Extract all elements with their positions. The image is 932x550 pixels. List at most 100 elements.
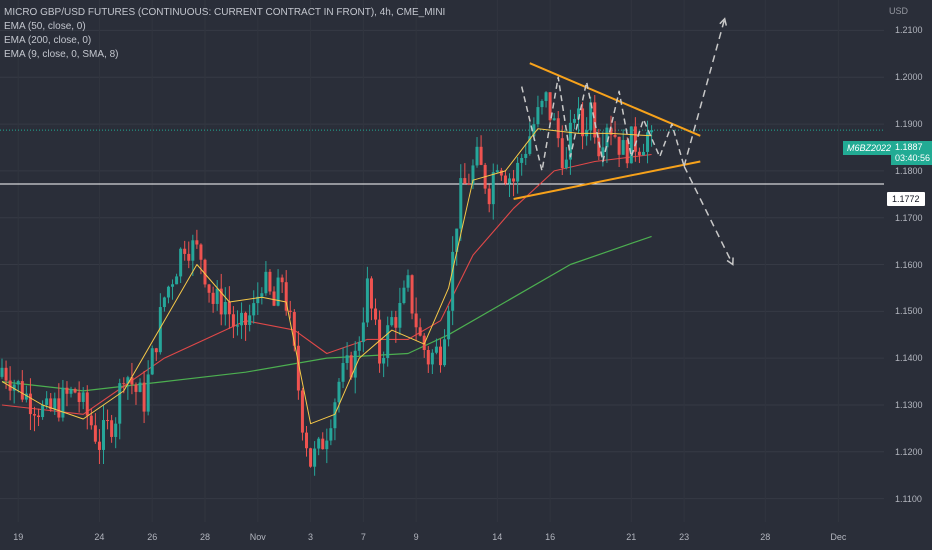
candle-body [53, 398, 57, 410]
candle-body [97, 441, 101, 450]
candle-body [207, 284, 211, 293]
candle-body [130, 377, 134, 385]
candle-body [512, 178, 516, 182]
candle-body [365, 278, 369, 323]
candle [89, 408, 93, 430]
candle-body [231, 314, 235, 327]
candle [49, 392, 53, 412]
candle [69, 386, 73, 398]
candle [57, 383, 61, 422]
candle [609, 115, 613, 146]
candle [65, 381, 69, 407]
candle [455, 228, 459, 266]
x-tick-label: Nov [249, 532, 266, 542]
candle [495, 164, 499, 174]
candle-body [382, 357, 386, 364]
candle [45, 391, 49, 409]
legend-ema9[interactable]: EMA (9, close, 0, SMA, 8) [4, 49, 119, 60]
candle-body [93, 425, 97, 442]
y-tick-label: 1.1800 [895, 165, 923, 176]
candle [430, 349, 434, 375]
candle [235, 310, 239, 336]
candle [309, 447, 313, 468]
candle-body [244, 312, 248, 325]
candle-body [548, 92, 552, 121]
candle-body [49, 398, 53, 410]
candle-body [313, 448, 317, 467]
x-tick-label: 7 [360, 532, 366, 542]
candle [361, 307, 365, 353]
candle [110, 414, 114, 443]
candle [463, 163, 467, 185]
candle-body [443, 339, 447, 366]
candle [37, 408, 41, 427]
x-tick-label: 3 [308, 532, 314, 542]
candle [187, 241, 191, 269]
candle-body [386, 325, 390, 358]
candle [540, 99, 544, 115]
candle-body [317, 438, 321, 449]
candle [240, 302, 244, 339]
candle [300, 387, 304, 441]
candle-body [369, 278, 373, 309]
candle [544, 91, 548, 108]
candle [223, 287, 227, 326]
candle [325, 428, 329, 464]
candle-body [264, 271, 268, 294]
candle [410, 274, 414, 320]
candle [12, 379, 16, 404]
x-tick-label: 26 [147, 532, 158, 542]
candle-body [187, 253, 191, 261]
candle [272, 286, 276, 307]
candle [61, 379, 65, 422]
candle [641, 143, 645, 156]
candle-body [179, 248, 183, 277]
y-tick-label: 1.1500 [895, 306, 923, 317]
candle [85, 385, 89, 430]
candle [374, 298, 378, 326]
projection-zigzag [520, 76, 685, 172]
candle [215, 280, 219, 311]
candle-body [637, 151, 641, 156]
candle [572, 113, 576, 130]
candle-body [467, 183, 471, 185]
symbol-tag: M6BZ2022 [843, 141, 896, 155]
candle [524, 143, 528, 166]
legend-ema50[interactable]: EMA (50, close, 0) [4, 21, 86, 32]
candle-body [158, 307, 162, 353]
candle [390, 310, 394, 327]
candle [357, 336, 361, 357]
candle [341, 347, 345, 389]
legend-ema200[interactable]: EMA (200, close, 0) [4, 35, 92, 46]
candle [288, 300, 292, 319]
legend-title: MICRO GBP/USD FUTURES (CONTINUOUS: CURRE… [4, 7, 446, 18]
candle-body [641, 151, 645, 156]
candle-body [390, 317, 394, 326]
candle [248, 304, 252, 332]
candle-body [556, 118, 560, 139]
chart-legend: MICRO GBP/USD FUTURES (CONTINUOUS: CURRE… [4, 6, 445, 62]
candle [20, 370, 24, 403]
candles [0, 91, 654, 476]
candle [369, 276, 373, 321]
projection-down-arrowhead [726, 257, 734, 266]
candle [321, 432, 325, 450]
candle-body [499, 170, 503, 176]
candle-body [617, 136, 621, 155]
candle-body [418, 327, 422, 336]
candle-body [126, 377, 130, 384]
candle [126, 375, 130, 400]
candle [378, 310, 382, 373]
candle-body [4, 367, 8, 381]
candle [0, 358, 4, 379]
candle-body [211, 292, 215, 304]
candle [183, 240, 187, 261]
candle [130, 362, 134, 395]
candle [406, 269, 410, 292]
candle-body [24, 393, 28, 400]
candle-body [110, 420, 114, 437]
candle-body [175, 276, 179, 285]
candle [349, 351, 353, 380]
candle-body [532, 124, 536, 137]
